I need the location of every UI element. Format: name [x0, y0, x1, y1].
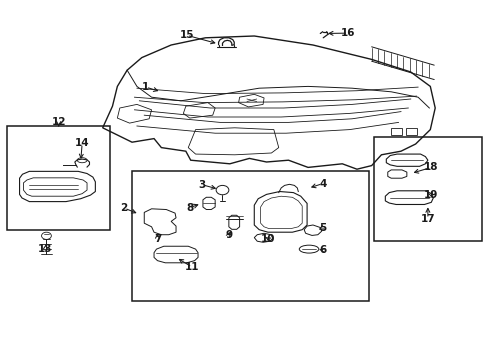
Text: 10: 10: [260, 234, 275, 244]
Text: 9: 9: [225, 230, 232, 240]
Text: 17: 17: [420, 214, 434, 224]
Text: 3: 3: [198, 180, 205, 190]
Text: 6: 6: [319, 245, 325, 255]
Text: 11: 11: [184, 262, 199, 272]
Text: 8: 8: [186, 203, 193, 213]
Text: 16: 16: [340, 28, 355, 38]
Text: 12: 12: [51, 117, 66, 127]
Bar: [132, 171, 368, 301]
Text: 4: 4: [318, 179, 326, 189]
Text: 14: 14: [75, 138, 89, 148]
Text: 13: 13: [38, 244, 53, 254]
Text: 19: 19: [423, 190, 438, 200]
Text: 5: 5: [319, 222, 325, 233]
Text: 15: 15: [179, 30, 194, 40]
Bar: [373, 137, 481, 241]
Bar: [390, 128, 401, 135]
Text: 18: 18: [423, 162, 438, 172]
Text: 1: 1: [142, 82, 149, 92]
Text: 7: 7: [153, 234, 161, 244]
Bar: [7, 126, 110, 230]
Text: 2: 2: [121, 203, 127, 213]
Bar: [405, 128, 416, 135]
